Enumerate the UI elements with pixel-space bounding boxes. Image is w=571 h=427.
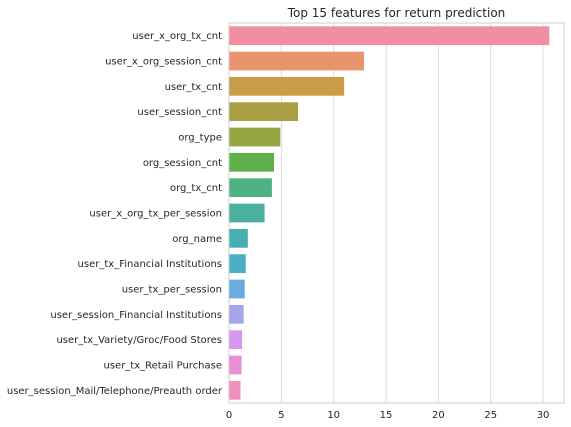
bar — [229, 152, 275, 172]
plot-frame — [228, 22, 565, 404]
y-tick-label: org_tx_cnt — [170, 183, 222, 194]
bar — [229, 330, 243, 350]
bar — [229, 76, 345, 96]
y-tick-label: user_tx_cnt — [165, 82, 222, 93]
y-tick-label: user_tx_Financial Institutions — [78, 259, 222, 270]
y-tick-label: user_tx_per_session — [122, 285, 222, 296]
y-tick-labels: user_x_org_tx_cnt user_x_org_session_cntu… — [7, 31, 223, 397]
bar — [229, 254, 246, 274]
bar — [229, 178, 272, 198]
y-tick-label: org_name — [172, 234, 222, 245]
y-tick-label: user_x_org_tx_cnt — [132, 31, 222, 42]
bar — [229, 102, 299, 122]
bar — [229, 380, 241, 400]
bar — [229, 304, 244, 324]
y-tick-label: org_session_cnt — [143, 158, 222, 169]
x-tick-label: 0 — [226, 410, 232, 421]
x-tick-label: 30 — [537, 410, 550, 421]
bar — [229, 355, 242, 375]
x-tick-label: 5 — [278, 410, 284, 421]
x-tick-label: 25 — [484, 410, 497, 421]
bar — [229, 51, 365, 71]
x-tick-labels: 0 5 10 15 20 25 30 — [226, 410, 550, 421]
x-tick-label: 10 — [327, 410, 340, 421]
bar — [229, 26, 550, 46]
y-tick-label: user_session_Financial Institutions — [50, 310, 222, 321]
y-tick-label: user_x_org_tx_per_session — [89, 209, 222, 220]
y-tick-label: user_tx_Variety/Groc/Food Stores — [56, 335, 222, 346]
bar — [229, 228, 248, 248]
chart-title: Top 15 features for return prediction — [287, 6, 506, 20]
y-tick-label: user_tx_Retail Purchase — [104, 361, 223, 372]
y-tick-label: org_type — [178, 133, 222, 144]
y-tick-label: user_x_org_session_cnt — [105, 57, 222, 68]
y-tick-label: user_session_Mail/Telephone/Preauth orde… — [7, 386, 223, 397]
x-tick-label: 20 — [432, 410, 445, 421]
x-tick-label: 15 — [380, 410, 393, 421]
bar — [229, 127, 281, 147]
bar — [229, 203, 265, 223]
bar — [229, 279, 245, 299]
y-tick-label: user_session_cnt — [137, 107, 222, 118]
bars — [229, 26, 550, 400]
